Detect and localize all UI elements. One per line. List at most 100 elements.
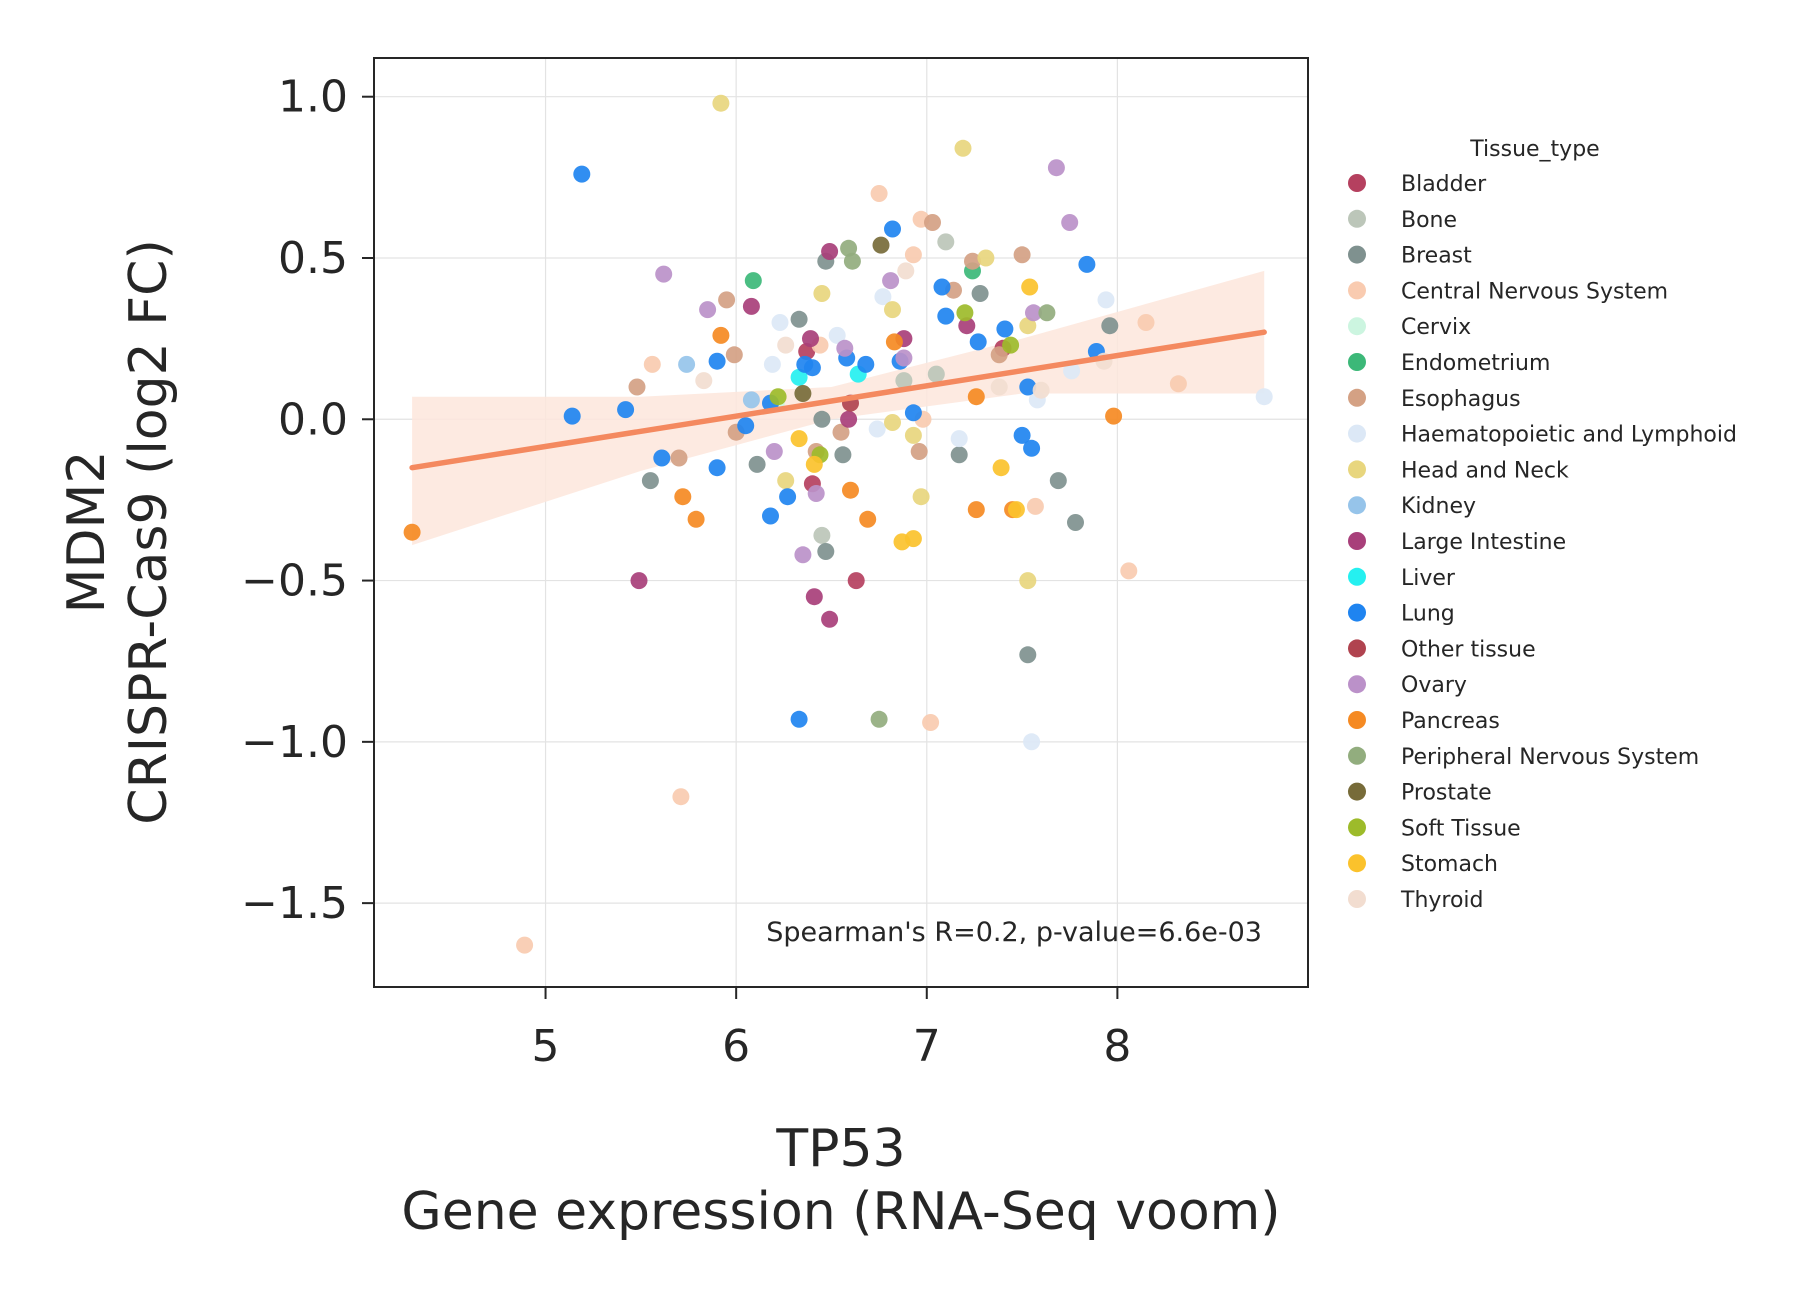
data-point <box>870 185 888 202</box>
legend-label: Ovary <box>1401 673 1467 698</box>
legend-item: Haematopoietic and Lymphoid <box>1348 423 1737 448</box>
legend-label: Bladder <box>1401 172 1487 197</box>
legend: Tissue_type Bladder Bone Breast Central Ner… <box>1348 137 1737 913</box>
data-point <box>843 252 861 270</box>
x-tick-label: 5 <box>532 1021 560 1072</box>
legend-label: Liver <box>1401 566 1456 591</box>
data-point <box>868 420 886 438</box>
data-point <box>937 233 955 251</box>
data-point <box>1026 497 1044 515</box>
y-axis-title-line2: CRISPR-Cas9 (log2 FC) <box>119 239 179 824</box>
data-point <box>847 572 865 590</box>
legend-swatch <box>1348 567 1366 586</box>
data-point <box>958 317 976 335</box>
legend-item: Bladder <box>1348 172 1487 197</box>
data-point <box>1097 291 1115 309</box>
data-point <box>708 352 726 370</box>
confidence-band <box>412 270 1265 546</box>
data-point <box>884 301 901 319</box>
legend-item: Bone <box>1348 208 1457 233</box>
data-point <box>884 220 901 238</box>
data-point <box>769 388 787 406</box>
data-point <box>996 320 1014 338</box>
data-point <box>990 378 1008 396</box>
legend-swatch <box>1348 317 1366 336</box>
legend-label: Kidney <box>1401 494 1476 519</box>
legend-title: Tissue_type <box>1469 137 1599 162</box>
data-point <box>563 407 581 425</box>
regression-line <box>409 329 1267 471</box>
legend-item: Breast <box>1348 244 1472 269</box>
data-point <box>643 355 661 373</box>
data-point <box>904 404 922 422</box>
legend-label: Stomach <box>1401 852 1498 877</box>
legend-label: Endometrium <box>1401 351 1550 376</box>
data-point <box>403 523 421 541</box>
legend-label: Peripheral Nervous System <box>1401 745 1699 770</box>
data-point <box>828 326 846 344</box>
data-point <box>725 346 743 364</box>
data-point <box>813 526 831 544</box>
data-point <box>737 417 755 435</box>
legend-item: Pancreas <box>1348 709 1500 734</box>
data-point <box>897 262 915 280</box>
data-point <box>1038 304 1056 322</box>
legend-label: Pancreas <box>1401 709 1500 734</box>
data-point <box>1019 317 1037 335</box>
legend-item: Large Intestine <box>1348 530 1566 555</box>
data-point <box>1105 407 1123 425</box>
legend-item: Cervix <box>1348 315 1471 340</box>
legend-item: Liver <box>1348 566 1456 591</box>
legend-item: Esophagus <box>1348 387 1521 412</box>
data-point <box>971 285 989 302</box>
legend-swatch <box>1348 174 1366 192</box>
data-point <box>1049 472 1067 490</box>
x-tick-label: 7 <box>913 1021 941 1072</box>
data-point <box>771 314 789 331</box>
data-point <box>807 485 825 502</box>
grid-lines <box>374 58 1308 987</box>
legend-swatch <box>1348 353 1366 371</box>
data-point <box>763 355 781 373</box>
y-tick-label: −0.5 <box>241 556 348 607</box>
data-point <box>712 326 730 344</box>
data-point <box>859 510 877 528</box>
legend-item: Thyroid <box>1348 888 1484 913</box>
y-tick-label: −1.0 <box>241 717 348 768</box>
data-point <box>653 449 671 467</box>
legend-swatch <box>1348 281 1366 300</box>
data-point <box>967 501 985 519</box>
data-point <box>790 310 808 328</box>
data-point <box>950 446 968 464</box>
regression-line-path <box>409 329 1267 471</box>
data-point <box>748 455 766 473</box>
data-point <box>813 285 831 302</box>
data-point <box>687 510 705 528</box>
data-point <box>927 365 945 383</box>
data-point <box>744 272 762 290</box>
data-point <box>1023 439 1041 457</box>
data-point <box>1013 246 1031 264</box>
legend-item: Peripheral Nervous System <box>1348 745 1699 770</box>
data-point <box>1007 501 1025 519</box>
data-point <box>617 401 635 419</box>
legend-swatch <box>1348 890 1366 908</box>
data-point <box>956 304 974 322</box>
legend-label: Lung <box>1401 602 1455 627</box>
legend-label: Central Nervous System <box>1401 279 1668 304</box>
data-point <box>1047 159 1065 177</box>
data-point <box>821 243 839 260</box>
x-tick-label: 6 <box>722 1021 750 1072</box>
data-point <box>1019 378 1037 396</box>
data-point <box>821 610 839 628</box>
legend-label: Bone <box>1401 208 1457 233</box>
data-point <box>1013 426 1031 444</box>
data-point <box>695 372 713 390</box>
data-point <box>904 530 922 548</box>
legend-item: Ovary <box>1348 673 1467 698</box>
legend-label: Other tissue <box>1401 637 1536 662</box>
legend-label: Esophagus <box>1401 387 1521 412</box>
data-point <box>790 710 808 728</box>
legend-swatch <box>1348 711 1366 729</box>
legend-item: Stomach <box>1348 852 1498 877</box>
